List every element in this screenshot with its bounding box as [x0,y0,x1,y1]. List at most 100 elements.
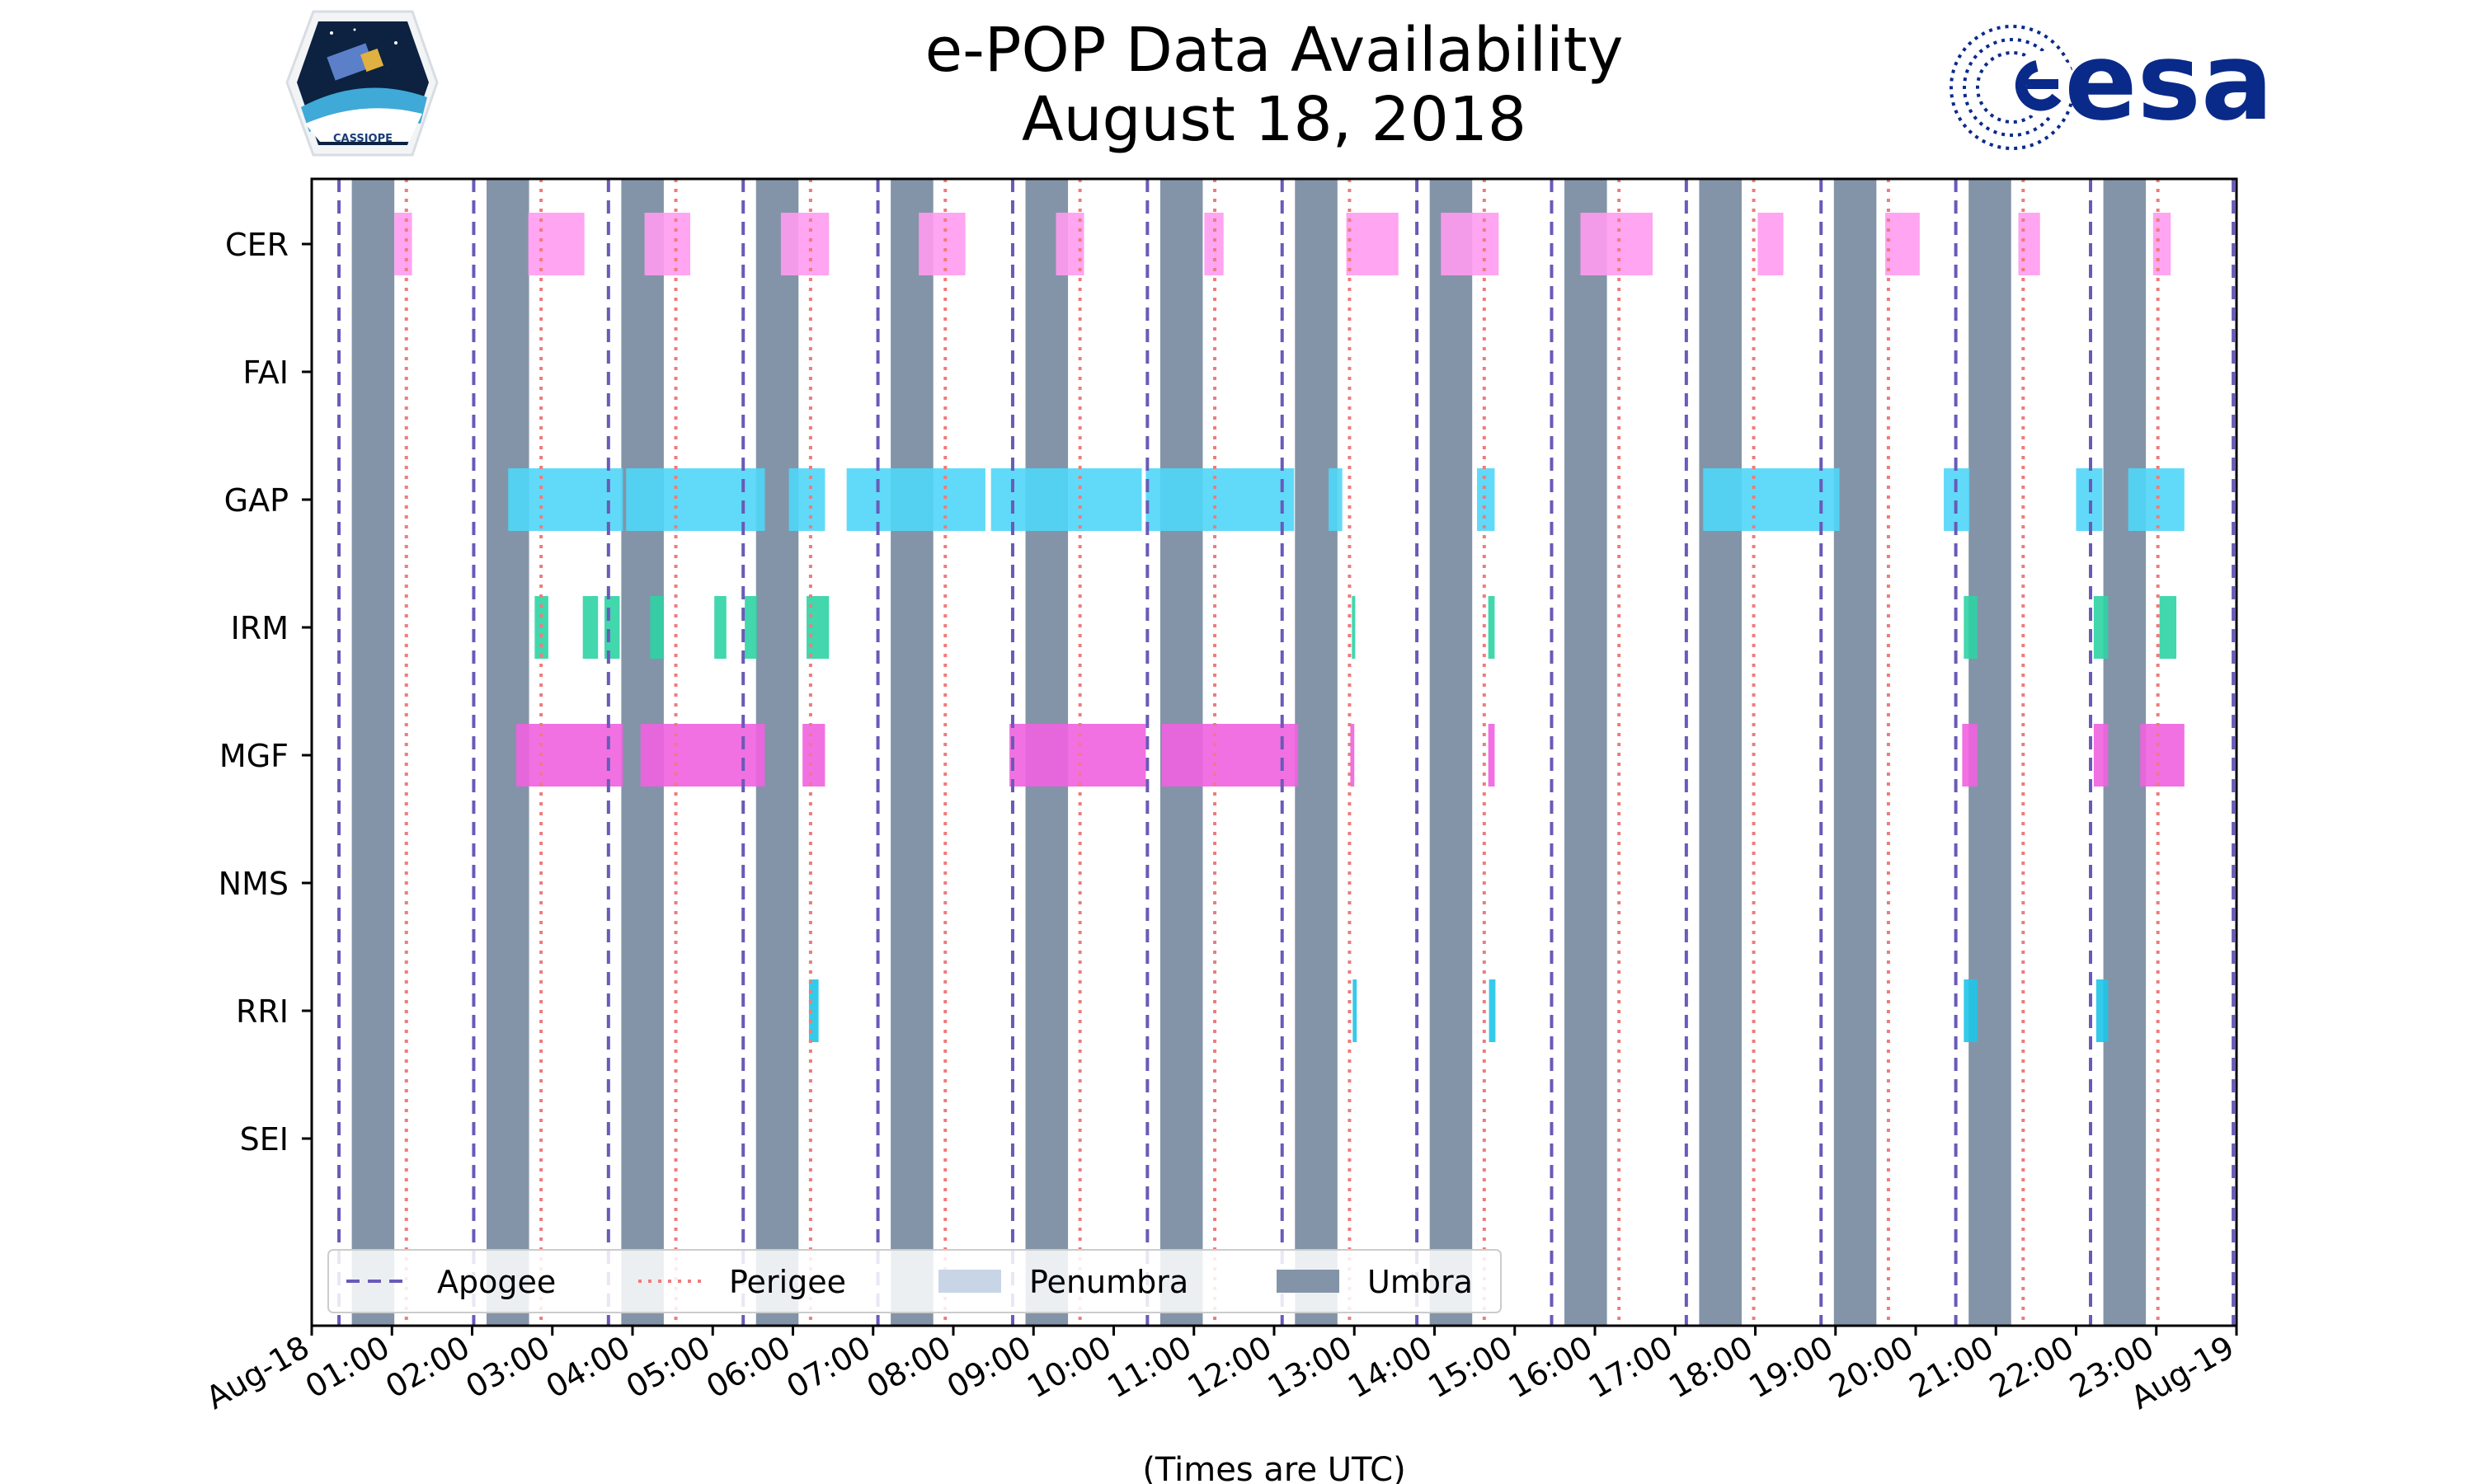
x-tick-label: 17:00 [1583,1329,1679,1406]
interval-rri [1964,979,1978,1042]
interval-gap [846,468,985,531]
orbit-markers [337,179,2236,1326]
y-tick-label: IRM [231,610,289,646]
interval-cer [644,213,691,275]
interval-gap [1145,468,1295,531]
x-tick-label: 07:00 [780,1329,877,1406]
x-tick-label: Aug-18 [200,1329,315,1416]
x-tick-label: 09:00 [941,1329,1037,1406]
interval-gap [1477,468,1495,531]
interval-cer [1441,213,1499,275]
interval-gap [626,468,765,531]
x-tick-label: 10:00 [1021,1329,1117,1406]
y-tick-label: SEI [240,1121,289,1158]
y-tick-label: RRI [236,993,289,1030]
interval-mgf [1161,724,1299,787]
x-tick-label: 22:00 [1983,1329,2080,1406]
interval-cer [780,213,830,275]
cassiope-logo-text: CASSIOPE [333,133,393,145]
interval-gap [1944,468,1970,531]
interval-irm [745,596,757,659]
interval-mgf [1488,724,1495,787]
interval-irm [2159,596,2177,659]
x-tick-label: 16:00 [1503,1329,1599,1406]
umbra-band [1833,179,1877,1326]
interval-irm [604,596,620,659]
legend-label-umbra: Umbra [1367,1264,1473,1300]
x-tick-label: 14:00 [1342,1329,1438,1406]
interval-cer [1346,213,1399,275]
chart-subtitle: August 18, 2018 [1022,84,1526,155]
x-tick-label: 20:00 [1823,1329,1920,1406]
interval-rri [808,979,819,1042]
interval-cer [1204,213,1224,275]
interval-cer [394,213,412,275]
y-tick-label: MGF [219,738,289,774]
x-tick-label: 15:00 [1422,1329,1518,1406]
x-tick-label: 06:00 [700,1329,797,1406]
x-tick-label: 02:00 [379,1329,476,1406]
legend-label-apogee: Apogee [437,1264,556,1300]
interval-mgf [802,724,825,787]
interval-gap [1703,468,1840,531]
x-axis-label: (Times are UTC) [1142,1451,1405,1484]
esa-logo: esa [1950,19,2274,150]
interval-mgf [1350,724,1355,787]
cassiope-logo: CASSIOPE [285,10,439,157]
interval-irm [582,596,599,659]
x-tick-label: 19:00 [1743,1329,1839,1406]
legend-swatch-penumbra [938,1270,1001,1293]
x-tick-label: 05:00 [620,1329,717,1406]
x-tick-label: 12:00 [1182,1329,1278,1406]
legend-swatch-umbra [1277,1270,1339,1293]
x-tick-label: 11:00 [1101,1329,1197,1406]
umbra-band [891,179,934,1326]
interval-gap [990,468,1142,531]
interval-irm [714,596,727,659]
umbra-band [1429,179,1473,1326]
interval-gap [2076,468,2103,531]
interval-cer [2152,213,2171,275]
interval-mgf [640,724,765,787]
interval-gap [508,468,623,531]
x-tick-label: 18:00 [1663,1329,1759,1406]
interval-irm [650,596,663,659]
x-tick-label: 03:00 [459,1329,556,1406]
interval-cer [528,213,585,275]
x-tick-label: 04:00 [540,1329,637,1406]
y-tick-label: NMS [219,866,289,902]
chart-title: e-POP Data Availability [925,15,1624,86]
interval-rri [1352,979,1357,1042]
x-tick-label: 01:00 [299,1329,396,1406]
interval-mgf [515,724,623,787]
umbra-band [351,179,395,1326]
legend-box [327,1249,1502,1313]
interval-mgf [2093,724,2109,787]
umbra-band [2103,179,2147,1326]
interval-irm [2093,596,2109,659]
esa-logo-text: esa [2064,19,2273,144]
interval-gap [1329,468,1343,531]
interval-rri [1489,979,1496,1042]
x-tick-label: 08:00 [861,1329,957,1406]
x-tick-label: 21:00 [1903,1329,2000,1406]
interval-mgf [1962,724,1978,787]
umbra-band [1295,179,1338,1326]
interval-irm [1352,596,1356,659]
legend: Apogee Perigee Penumbra Umbra [327,1249,1502,1313]
legend-label-perigee: Perigee [729,1264,846,1300]
data-intervals [394,213,2185,1042]
interval-irm [1964,596,1978,659]
interval-cer [2018,213,2040,275]
interval-irm [1488,596,1495,659]
y-tick-label: CER [225,227,289,263]
umbra-band [1699,179,1742,1326]
interval-gap [788,468,825,531]
interval-cer [1580,213,1653,275]
umbra-bands [351,179,2147,1326]
umbra-band [1564,179,1607,1326]
y-tick-label: GAP [224,482,289,519]
y-tick-label: FAI [242,355,289,391]
interval-cer [919,213,966,275]
